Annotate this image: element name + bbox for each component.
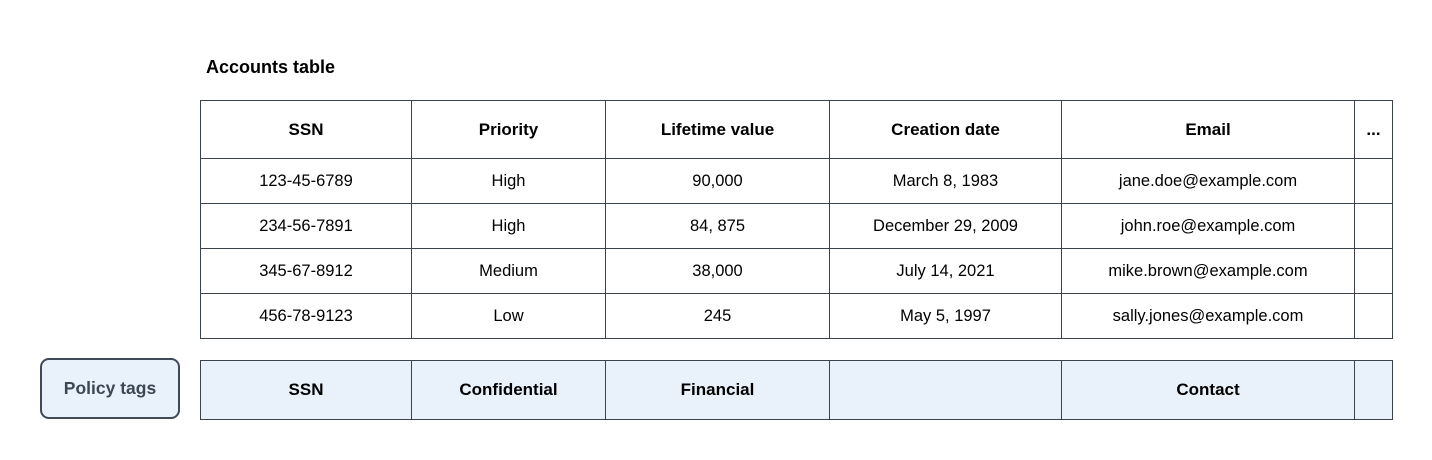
column-header-ssn: SSN bbox=[200, 100, 412, 159]
cell-email: john.roe@example.com bbox=[1061, 203, 1355, 249]
policy-tags-button[interactable]: Policy tags bbox=[40, 358, 180, 419]
policy-tag-confidential: Confidential bbox=[411, 360, 606, 420]
policy-tags-row: SSN Confidential Financial Contact bbox=[200, 360, 1393, 420]
table-title: Accounts table bbox=[206, 57, 336, 77]
cell-lifetime-value: 38,000 bbox=[605, 248, 830, 294]
cell-more bbox=[1354, 203, 1393, 249]
policy-tag-empty-more bbox=[1354, 360, 1393, 420]
policy-tags-button-label: Policy tags bbox=[63, 378, 157, 398]
cell-creation-date: March 8, 1983 bbox=[829, 158, 1062, 204]
policy-tag-contact: Contact bbox=[1061, 360, 1355, 420]
table-row: 345-67-8912 Medium 38,000 July 14, 2021 … bbox=[200, 248, 1393, 294]
column-header-more: ... bbox=[1354, 100, 1393, 159]
table-row: 123-45-6789 High 90,000 March 8, 1983 ja… bbox=[200, 158, 1393, 204]
accounts-table: SSN Priority Lifetime value Creation dat… bbox=[200, 100, 1393, 339]
table-row: 234-56-7891 High 84, 875 December 29, 20… bbox=[200, 203, 1393, 249]
column-header-email: Email bbox=[1061, 100, 1355, 159]
cell-creation-date: May 5, 1997 bbox=[829, 293, 1062, 339]
cell-ssn: 456-78-9123 bbox=[200, 293, 412, 339]
table-row: 456-78-9123 Low 245 May 5, 1997 sally.jo… bbox=[200, 293, 1393, 339]
cell-priority: High bbox=[411, 203, 606, 249]
policy-tag-ssn: SSN bbox=[200, 360, 412, 420]
cell-ssn: 234-56-7891 bbox=[200, 203, 412, 249]
cell-ssn: 123-45-6789 bbox=[200, 158, 412, 204]
cell-lifetime-value: 245 bbox=[605, 293, 830, 339]
cell-ssn: 345-67-8912 bbox=[200, 248, 412, 294]
cell-email: sally.jones@example.com bbox=[1061, 293, 1355, 339]
cell-creation-date: July 14, 2021 bbox=[829, 248, 1062, 294]
cell-more bbox=[1354, 293, 1393, 339]
policy-tag-financial: Financial bbox=[605, 360, 830, 420]
column-header-lifetime-value: Lifetime value bbox=[605, 100, 830, 159]
policy-tag-empty bbox=[829, 360, 1062, 420]
column-header-creation-date: Creation date bbox=[829, 100, 1062, 159]
cell-lifetime-value: 90,000 bbox=[605, 158, 830, 204]
cell-creation-date: December 29, 2009 bbox=[829, 203, 1062, 249]
cell-priority: Medium bbox=[411, 248, 606, 294]
cell-priority: Low bbox=[411, 293, 606, 339]
header-row: SSN Priority Lifetime value Creation dat… bbox=[200, 100, 1393, 159]
column-header-priority: Priority bbox=[411, 100, 606, 159]
cell-more bbox=[1354, 248, 1393, 294]
cell-email: mike.brown@example.com bbox=[1061, 248, 1355, 294]
cell-priority: High bbox=[411, 158, 606, 204]
cell-lifetime-value: 84, 875 bbox=[605, 203, 830, 249]
cell-more bbox=[1354, 158, 1393, 204]
policy-tag-cells: SSN Confidential Financial Contact bbox=[200, 360, 1393, 420]
cell-email: jane.doe@example.com bbox=[1061, 158, 1355, 204]
